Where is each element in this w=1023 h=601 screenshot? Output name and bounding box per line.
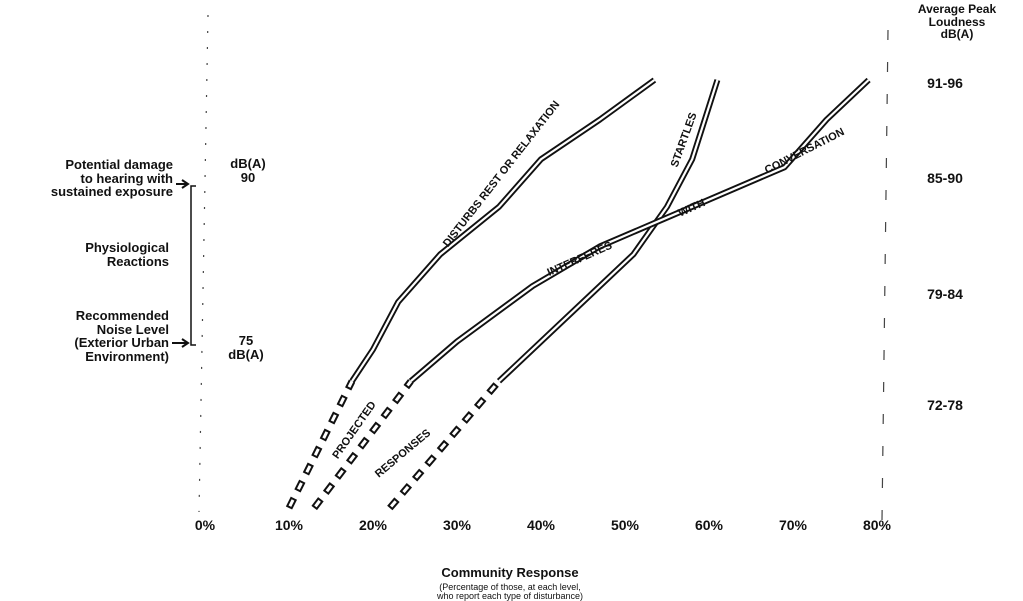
series-label: WITH — [676, 197, 707, 219]
right-axis-level: 91-96 — [927, 75, 963, 91]
series-line — [408, 77, 871, 384]
arrow-icon — [172, 338, 190, 348]
left-guide-line — [198, 14, 209, 513]
damage-annotation: Potential damage to hearing with sustain… — [50, 157, 173, 200]
axis-guides — [172, 14, 889, 521]
series-label: DISTURBS REST OR RELAXATION — [441, 99, 562, 250]
x-tick-label: 30% — [442, 517, 472, 533]
range-bracket — [190, 185, 196, 346]
right-guide-line — [881, 29, 889, 521]
db75-label: 75 dB(A) — [228, 333, 264, 362]
right-axis-level: 85-90 — [927, 170, 963, 186]
series-line-core — [351, 79, 656, 382]
x-tick-label: 50% — [610, 517, 640, 533]
x-tick-label: 80% — [862, 517, 892, 533]
db90-label: dB(A) 90 — [230, 156, 266, 185]
projected-label: RESPONSES — [373, 427, 433, 480]
projected-line-core — [313, 380, 412, 509]
x-tick-label: 0% — [194, 517, 216, 533]
right-axis-title: Average Peak Loudness dB(A) — [917, 2, 997, 42]
projected-line-core — [287, 380, 354, 509]
x-axis-title: Community Response — [441, 565, 579, 580]
x-tick-label: 20% — [358, 517, 388, 533]
x-tick-label: 60% — [694, 517, 724, 533]
series-layer — [285, 77, 871, 511]
projected-line-core — [388, 380, 501, 509]
physiological-annotation: Physiological Reactions — [85, 240, 169, 269]
right-axis-level: 72-78 — [927, 397, 963, 413]
series-label: INTERFERES — [546, 240, 615, 279]
x-axis-note: (Percentage of those, at each level, who… — [436, 582, 584, 601]
arrow-icon — [176, 179, 190, 189]
series-label: CONVERSATION — [763, 126, 847, 177]
x-tick-label: 70% — [778, 517, 808, 533]
right-axis-level: 79-84 — [927, 286, 963, 302]
recommended-annotation: Recommended Noise Level (Exterior Urban … — [74, 308, 169, 364]
x-tick-label: 40% — [526, 517, 556, 533]
x-tick-label: 10% — [274, 517, 304, 533]
series-line-core — [410, 79, 870, 383]
series-line — [349, 77, 657, 383]
series-line-core — [498, 79, 719, 382]
